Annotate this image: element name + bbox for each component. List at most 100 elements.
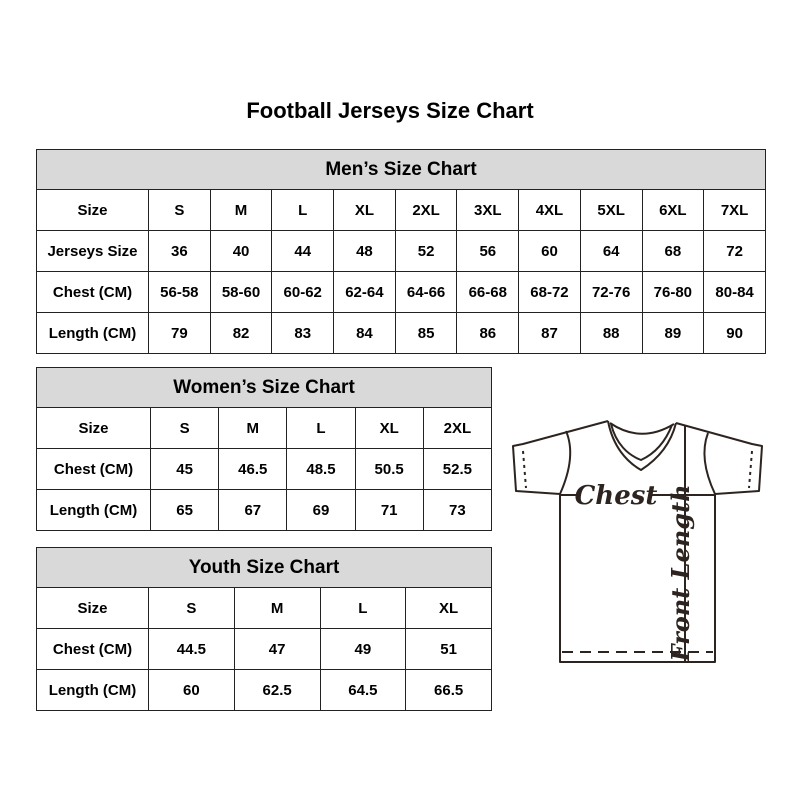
size-value-cell: 44.5 — [148, 628, 235, 670]
size-value-cell: 88 — [579, 312, 643, 354]
table-row: Chest (CM) 44.5 47 49 51 — [36, 628, 492, 670]
table-row: Jerseys Size 36 40 44 48 52 56 60 64 68 72 — [36, 230, 766, 272]
row-header-cell: Size — [36, 189, 149, 231]
size-value-cell: 83 — [271, 312, 335, 354]
size-value-cell: XL — [333, 189, 396, 231]
size-value-cell: 72-76 — [579, 271, 643, 313]
size-value-cell: 48 — [333, 230, 396, 272]
jersey-body-outline — [559, 494, 716, 663]
size-value-cell: 4XL — [518, 189, 581, 231]
size-value-cell: 60 — [148, 669, 235, 711]
row-header-cell: Size — [36, 587, 149, 629]
size-value-cell: 58-60 — [209, 271, 273, 313]
size-value-cell: 87 — [518, 312, 581, 354]
size-value-cell: 40 — [209, 230, 273, 272]
size-value-cell: 72 — [703, 230, 766, 272]
front-length-label: Front Length — [666, 484, 695, 662]
size-value-cell: 62-64 — [333, 271, 396, 313]
table-row: Chest (CM) 45 46.5 48.5 50.5 52.5 — [36, 448, 493, 490]
size-value-cell: S — [149, 407, 220, 449]
row-header-cell: Length (CM) — [36, 669, 149, 711]
table-row: Length (CM) 79 82 83 84 85 86 87 88 89 90 — [36, 312, 766, 354]
size-value-cell: 73 — [422, 489, 493, 531]
row-header-cell: Chest (CM) — [36, 271, 149, 313]
size-value-cell: 47 — [233, 628, 321, 670]
size-value-cell: 56-58 — [148, 271, 211, 313]
jersey-collar-outer — [607, 420, 677, 471]
jersey-left-armhole — [559, 430, 572, 495]
size-value-cell: 67 — [218, 489, 288, 531]
row-header-cell: Jerseys Size — [36, 230, 149, 272]
size-value-cell: 85 — [394, 312, 458, 354]
table-row: Size S M L XL 2XL 3XL 4XL 5XL 6XL 7XL — [36, 189, 766, 231]
size-value-cell: 49 — [319, 628, 407, 670]
size-value-cell: XL — [354, 407, 424, 449]
mens-size-table: Men’s Size Chart Size S M L XL 2XL 3XL 4XL 5XL 6XL… — [36, 149, 766, 354]
size-value-cell: 5XL — [579, 189, 643, 231]
table-row: Length (CM) 65 67 69 71 73 — [36, 489, 493, 531]
size-value-cell: L — [319, 587, 407, 629]
size-value-cell: 68-72 — [518, 271, 581, 313]
size-value-cell: 65 — [149, 489, 220, 531]
table-row: Size S M L XL — [36, 587, 492, 629]
size-value-cell: 66-68 — [456, 271, 520, 313]
size-value-cell: 52 — [394, 230, 458, 272]
size-value-cell: 3XL — [456, 189, 520, 231]
jersey-measurement-diagram: Chest Front Length — [512, 420, 763, 663]
size-value-cell: M — [209, 189, 273, 231]
size-value-cell: S — [148, 189, 211, 231]
page-title: Football Jerseys Size Chart — [246, 98, 534, 123]
size-value-cell: 6XL — [641, 189, 705, 231]
size-value-cell: 60-62 — [271, 271, 335, 313]
jersey-collar-inner — [610, 423, 673, 461]
table-row: Length (CM) 60 62.5 64.5 66.5 — [36, 669, 492, 711]
size-value-cell: 80-84 — [703, 271, 766, 313]
table-row: Size S M L XL 2XL — [36, 407, 493, 449]
size-value-cell: 84 — [333, 312, 396, 354]
size-value-cell: 2XL — [394, 189, 458, 231]
jersey-right-armhole — [703, 432, 716, 495]
size-value-cell: M — [218, 407, 288, 449]
size-value-cell: 48.5 — [286, 448, 356, 490]
size-value-cell: 46.5 — [218, 448, 288, 490]
table-row: Chest (CM) 56-58 58-60 60-62 62-64 64-66 66-68… — [36, 271, 766, 313]
size-value-cell: 62.5 — [233, 669, 321, 711]
size-value-cell: 36 — [148, 230, 211, 272]
row-header-cell: Chest (CM) — [36, 448, 151, 490]
size-value-cell: 64 — [579, 230, 643, 272]
youth-size-table: Youth Size Chart Size S M L XL Chest (CM) 44.5 4… — [36, 547, 492, 711]
size-value-cell: 64-66 — [394, 271, 458, 313]
size-value-cell: 45 — [149, 448, 220, 490]
size-value-cell: 76-80 — [641, 271, 705, 313]
jersey-left-sleeve-outline — [512, 420, 609, 495]
size-value-cell: 79 — [148, 312, 211, 354]
size-value-cell: 64.5 — [319, 669, 407, 711]
size-value-cell: 71 — [354, 489, 424, 531]
table-section-header: Men’s Size Chart — [36, 149, 766, 190]
size-value-cell: 50.5 — [354, 448, 424, 490]
chest-label: Chest — [575, 481, 658, 511]
size-value-cell: 2XL — [422, 407, 493, 449]
size-value-cell: 51 — [405, 628, 492, 670]
table-section-header: Women’s Size Chart — [36, 367, 492, 408]
size-value-cell: 60 — [518, 230, 581, 272]
size-value-cell: 56 — [456, 230, 520, 272]
jersey-left-cuff-seam — [522, 450, 527, 489]
size-value-cell: S — [148, 587, 235, 629]
jersey-collar-band — [609, 422, 675, 435]
size-value-cell: 82 — [209, 312, 273, 354]
size-value-cell: 44 — [271, 230, 335, 272]
womens-size-table: Women’s Size Chart Size S M L XL 2XL Chest (CM)… — [36, 367, 493, 531]
size-value-cell: 66.5 — [405, 669, 492, 711]
size-value-cell: M — [233, 587, 321, 629]
size-value-cell: 69 — [286, 489, 356, 531]
size-value-cell: XL — [405, 587, 492, 629]
row-header-cell: Chest (CM) — [36, 628, 149, 670]
row-header-cell: Length (CM) — [36, 489, 151, 531]
size-value-cell: L — [271, 189, 335, 231]
row-header-cell: Size — [36, 407, 151, 449]
size-value-cell: L — [286, 407, 356, 449]
row-header-cell: Length (CM) — [36, 312, 149, 354]
size-value-cell: 68 — [641, 230, 705, 272]
